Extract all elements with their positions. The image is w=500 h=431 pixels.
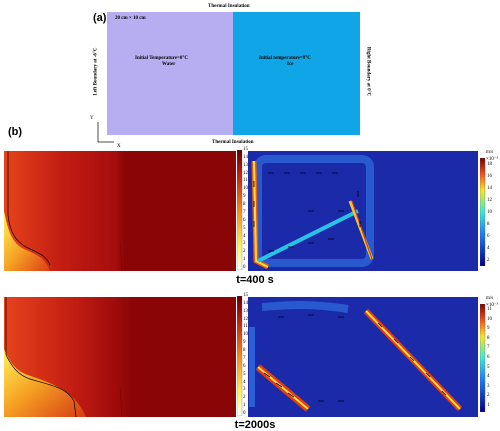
velocity-tick-label: 9: [487, 326, 490, 332]
temperature-tick-label: 2: [243, 395, 246, 401]
temperature-tick-label: 15: [243, 147, 248, 152]
velocity-tick-label: 4: [487, 374, 490, 380]
temperature-tick-label: 15: [243, 293, 248, 298]
temperature-tick-label: 7: [243, 355, 246, 361]
ice-label-line2: Ice: [287, 62, 294, 67]
temperature-tick-label: 7: [243, 209, 246, 215]
velocity-tick-label: 16: [487, 174, 492, 179]
velocity-colorbar-2000: [480, 304, 486, 412]
temperature-tick-label: 13: [243, 162, 248, 168]
velocity-unit-2000: m/s: [486, 296, 494, 301]
temperature-tick-label: 6: [243, 217, 246, 223]
velocity-tick-label: 1: [487, 403, 490, 408]
temperature-tick-label: 14: [243, 300, 248, 306]
velocity-colorbar-400: [480, 158, 486, 266]
velocity-tick-label: 6: [487, 355, 490, 360]
velocity-tick-label: 3: [487, 383, 490, 389]
velocity-tick-label: 6: [487, 234, 490, 239]
temperature-tick-label: 1: [243, 257, 246, 263]
water-label-line2: Water: [162, 62, 176, 67]
velocity-tick-label: 8: [487, 222, 490, 227]
temperature-tick-label: 8: [243, 202, 246, 208]
velocity-tick-label: 8: [487, 335, 490, 341]
velocity-arrows-2000: [263, 314, 447, 402]
velocity-tick-label: 7: [487, 345, 490, 351]
velocity-tick-label: 12: [487, 198, 492, 203]
warm-region-400: [4, 211, 50, 271]
velocity-tick-label: 2: [487, 258, 490, 263]
temperature-tick-label: 10: [243, 332, 248, 338]
velocity-tick-label: 2: [487, 393, 490, 399]
caption-2000: t=2000s: [234, 419, 276, 431]
temperature-tick-label: 10: [243, 186, 248, 192]
axis-y-label: Y: [90, 116, 94, 121]
temperature-tick-label: 5: [243, 225, 246, 231]
temperature-tick-label: 2: [243, 249, 246, 255]
top-boundary-label: Thermal Insulation: [208, 4, 250, 9]
temperature-tick-label: 14: [243, 154, 248, 160]
temperature-tick-label: 6: [243, 363, 246, 369]
velocity-scale-400: ×10⁻³: [486, 157, 498, 162]
velocity-unit-400: m/s: [486, 150, 494, 155]
velocity-tick-label: 5: [487, 364, 490, 370]
temperature-field-2000: [4, 297, 236, 417]
temperature-tick-label: 13: [243, 308, 248, 314]
velocity-tick-label: 4: [487, 246, 490, 251]
velocity-tick-label: 18: [487, 162, 492, 167]
bottom-boundary-label: Thermal Insulation: [212, 140, 254, 145]
temperature-tick-label: 11: [243, 324, 248, 330]
temperature-tick-label: 1: [243, 403, 246, 409]
temperature-tick-label: 0: [243, 265, 246, 270]
velocity-tick-label: 10: [487, 316, 492, 322]
temperature-tick-label: 3: [243, 241, 246, 247]
temperature-field-400: [4, 151, 236, 271]
velocity-field-2000: [248, 297, 478, 417]
temperature-tick-label: 5: [243, 371, 246, 377]
temperature-tick-label: 12: [243, 170, 248, 176]
temperature-colorbar-400: [237, 150, 243, 270]
temperature-tick-label: 3: [243, 387, 246, 393]
panel-a-label: (a): [93, 12, 107, 24]
temperature-tick-label: 12: [243, 316, 248, 322]
domain-box: 20 cm × 10 cm Initial Temperature=0°C Wa…: [107, 12, 360, 135]
temperature-tick-label: 4: [243, 379, 246, 385]
left-boundary-label: Left Boundary at -6°C: [93, 47, 99, 96]
velocity-tick-label: 14: [487, 186, 492, 191]
right-boundary-label: Right Boundary at 0°C: [365, 46, 371, 97]
ice-label-line1: Initial temperature=0°C: [259, 56, 311, 61]
panel-b-label: (b): [8, 126, 23, 138]
axis-x-label: X: [117, 144, 121, 149]
axis-triad: [97, 122, 114, 143]
velocity-field-400: [248, 151, 478, 271]
velocity-scale-2000: ×10⁻³: [486, 303, 498, 308]
water-label-line1: Initial Temperature=0°C: [135, 56, 188, 61]
velocity-tick-label: 10: [487, 210, 492, 215]
temperature-tick-label: 4: [243, 233, 246, 239]
temperature-tick-label: 8: [243, 348, 246, 354]
caption-400: t=400 s: [236, 274, 274, 286]
velocity-arrows-400: [253, 172, 361, 252]
ice-region: [233, 12, 360, 135]
temperature-tick-label: 0: [243, 411, 246, 416]
temperature-colorbar-2000: [237, 296, 243, 416]
temperature-tick-label: 9: [243, 194, 246, 200]
water-region: [107, 12, 233, 135]
size-label: 20 cm × 10 cm: [115, 16, 146, 21]
temperature-tick-label: 9: [243, 340, 246, 346]
velocity-tick-label: 11: [487, 307, 492, 312]
temperature-tick-label: 11: [243, 178, 248, 184]
